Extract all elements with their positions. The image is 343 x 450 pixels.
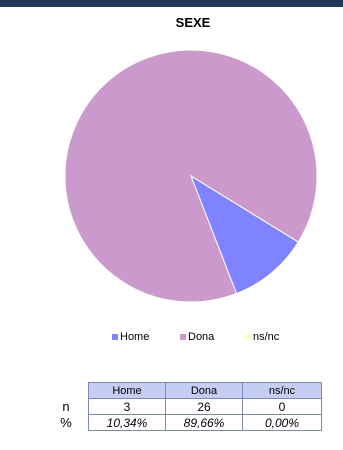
legend-swatch-nsnc (245, 334, 251, 340)
table-row-n: n 3 26 0 (44, 398, 322, 415)
top-bar (0, 0, 343, 7)
table-header-dona: Dona (165, 382, 243, 399)
table-cell: 3 (88, 398, 166, 415)
pie-chart (64, 49, 318, 303)
legend: Home Dona ns/nc (0, 327, 343, 347)
table-row-label: n (44, 398, 89, 415)
table-header-home: Home (88, 382, 166, 399)
table-header-nsnc: ns/nc (242, 382, 322, 399)
table-row-pct: % 10,34% 89,66% 0,00% (44, 414, 322, 431)
legend-label-dona: Dona (188, 331, 215, 343)
legend-item-dona: Dona (180, 331, 214, 343)
legend-item-nsnc: ns/nc (245, 331, 279, 343)
chart-title: SEXE (175, 15, 211, 30)
legend-label-nsnc: ns/nc (253, 331, 280, 343)
pie-slice-home (189, 174, 300, 295)
table-header-row: Home Dona ns/nc (44, 382, 322, 399)
table-cell: 0 (242, 398, 322, 415)
table-row-label: % (44, 414, 89, 431)
pie-slice-dona (64, 49, 318, 303)
data-table: Home Dona ns/nc n 3 26 0 % 10,34% 89,66%… (44, 382, 322, 431)
table-cell: 0,00% (242, 414, 322, 431)
table-cell: 89,66% (165, 414, 243, 431)
legend-swatch-home (112, 334, 118, 340)
legend-label-home: Home (120, 331, 150, 343)
table-cell: 10,34% (88, 414, 166, 431)
legend-swatch-dona (180, 334, 186, 340)
legend-item-home: Home (112, 331, 149, 343)
table-cell: 26 (165, 398, 243, 415)
table-corner (44, 382, 89, 399)
